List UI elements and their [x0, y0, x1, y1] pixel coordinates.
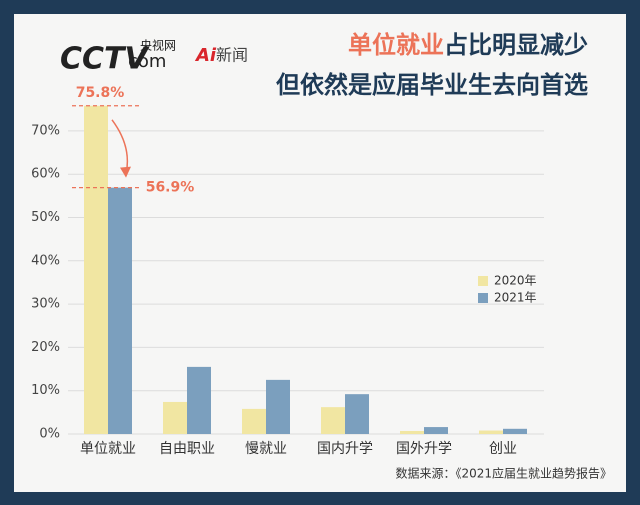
- y-tick-label: 70%: [31, 123, 60, 138]
- y-tick-label: 60%: [31, 167, 60, 182]
- bar: [187, 366, 211, 434]
- y-tick-label: 20%: [31, 340, 60, 355]
- y-tick-label: 0%: [39, 427, 60, 442]
- logo-ai: Ai: [194, 45, 217, 66]
- bar: [479, 430, 503, 434]
- bar: [321, 407, 345, 434]
- bar: [345, 394, 369, 434]
- logo-com: com: [128, 51, 166, 72]
- y-tick-label: 40%: [31, 253, 60, 268]
- value-label: 56.9%: [146, 180, 195, 196]
- x-tick-label: 慢就业: [245, 440, 287, 457]
- logo: CCTV com 央视网 Ai 新闻: [60, 38, 248, 77]
- y-tick-label: 50%: [31, 210, 60, 225]
- chart-subtitle: 但依然是应届毕业生去向首选: [276, 71, 588, 99]
- y-tick-label: 10%: [31, 383, 60, 398]
- logo-cn: 央视网: [140, 38, 176, 53]
- arrow-head: [120, 166, 131, 178]
- legend-swatch: [478, 293, 488, 303]
- value-label: 75.8%: [76, 85, 125, 101]
- chart-title: 单位就业占比明显减少: [348, 31, 588, 59]
- bar: [424, 427, 448, 434]
- bar: [503, 428, 527, 434]
- bar: [242, 408, 266, 434]
- x-tick-label: 创业: [489, 441, 517, 457]
- title-rest: 占比明显减少: [444, 31, 588, 59]
- legend-label: 2020年: [494, 274, 537, 288]
- bar: [400, 430, 424, 434]
- logo-cctv: CCTV: [60, 42, 150, 77]
- bar: [108, 187, 132, 434]
- logo-news: 新闻: [216, 46, 248, 65]
- x-tick-label: 自由职业: [159, 441, 215, 457]
- bar: [84, 105, 108, 434]
- title-highlight: 单位就业: [348, 31, 444, 59]
- x-tick-label: 国内升学: [317, 441, 373, 457]
- x-tick-label: 国外升学: [396, 441, 452, 457]
- source: 数据来源：《2021应届生就业趋势报告》: [395, 466, 612, 481]
- legend-label: 2021年: [494, 291, 537, 305]
- legend-swatch: [478, 276, 488, 286]
- y-tick-label: 30%: [31, 297, 60, 312]
- bar: [163, 401, 187, 434]
- bar: [266, 379, 290, 434]
- x-tick-label: 单位就业: [80, 441, 136, 457]
